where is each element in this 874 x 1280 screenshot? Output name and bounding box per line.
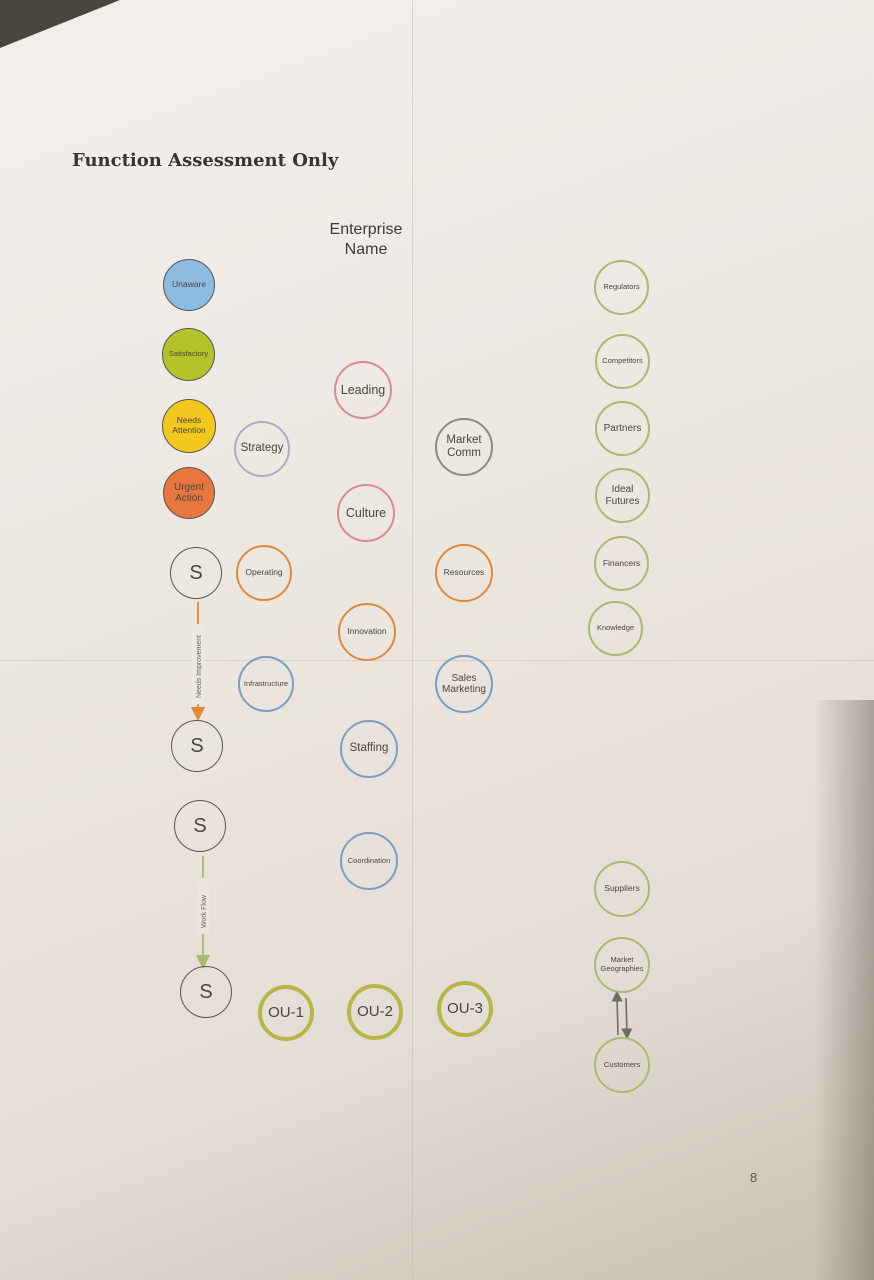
market-to-customers-arrow — [611, 990, 623, 1036]
node-regulators: Regulators — [594, 260, 649, 315]
node-label: Futures — [605, 495, 640, 507]
node-label: Unaware — [171, 279, 207, 290]
work-flow-label: Work Flow — [201, 894, 208, 928]
s-circle: S — [174, 800, 226, 852]
node-label: OU-3 — [447, 1000, 483, 1018]
node-label: Market — [610, 955, 634, 965]
node-ou-3: OU-3 — [437, 981, 493, 1037]
page-corner-shadow — [0, 0, 120, 48]
node-resources: Resources — [435, 544, 493, 602]
node-label: Resources — [443, 567, 485, 578]
node-label: Suppliers — [604, 883, 640, 894]
paper-fold-vertical — [412, 0, 413, 1280]
s-circle: S — [171, 720, 223, 772]
node-culture: Culture — [337, 484, 395, 542]
needs-improvement-label: Needs Improvement — [196, 635, 203, 698]
s-label: S — [190, 734, 204, 757]
enterprise-name-line: Enterprise — [329, 221, 403, 238]
node-label: OU-1 — [268, 1004, 304, 1022]
node-label: Marketing — [442, 684, 486, 695]
node-financers: Financers — [594, 536, 649, 591]
node-label: Coordination — [347, 855, 391, 865]
node-label: Innovation — [347, 626, 387, 637]
node-label: OU-2 — [357, 1003, 393, 1021]
s-circle: S — [180, 966, 232, 1018]
node-label: Customers — [603, 1059, 641, 1069]
node-label: Action — [175, 493, 203, 504]
node-label: Needs — [176, 415, 202, 426]
enterprise-name: Enterprise Name — [320, 220, 412, 260]
page-edge-shadow — [814, 700, 874, 1280]
node-customers: Customers — [594, 1037, 650, 1093]
s-label: S — [199, 980, 213, 1003]
node-label: Sales — [451, 672, 477, 684]
node-label: Geographies — [600, 964, 644, 973]
customers-to-market-arrow — [621, 997, 633, 1040]
paper-fold-horizontal — [0, 660, 874, 661]
page-number: 8 — [750, 1170, 758, 1185]
node-ideal-futures: Ideal Futures — [595, 468, 650, 523]
enterprise-name-line: Name — [344, 241, 388, 258]
node-ou-1: OU-1 — [258, 985, 314, 1041]
node-coordination: Coordination — [340, 832, 398, 890]
s-label: S — [189, 561, 203, 584]
node-label: Staffing — [349, 742, 389, 755]
node-partners: Partners — [595, 401, 650, 456]
node-label: Leading — [340, 382, 386, 397]
page-title: Function Assessment Only — [72, 150, 339, 171]
node-label: Satisfactory — [168, 349, 209, 359]
node-label: Ideal — [611, 484, 634, 495]
node-innovation: Innovation — [338, 603, 396, 661]
node-label: Comm — [447, 447, 481, 459]
node-sales-marketing: Sales Marketing — [435, 655, 493, 713]
node-label: Market — [446, 433, 482, 446]
node-market-geographies: Market Geographies — [594, 937, 650, 993]
legend-unaware: Unaware — [163, 259, 215, 311]
node-strategy: Strategy — [234, 421, 290, 477]
node-label: Knowledge — [596, 623, 635, 633]
node-leading: Leading — [334, 361, 392, 419]
node-label: Strategy — [240, 442, 284, 455]
legend-satisfactory: Satisfactory — [162, 328, 215, 381]
node-competitors: Competitors — [595, 334, 650, 389]
s-circle: S — [170, 547, 222, 599]
node-label: Infrastructure — [243, 678, 289, 688]
node-label: Financers — [602, 557, 641, 568]
node-label: Competitors — [602, 356, 643, 366]
node-label: Attention — [172, 425, 206, 435]
node-label: Culture — [345, 505, 387, 520]
node-label: Partners — [603, 422, 642, 434]
node-infrastructure: Infrastructure — [238, 656, 294, 712]
node-label: Operating — [245, 567, 283, 578]
node-knowledge: Knowledge — [588, 601, 643, 656]
node-staffing: Staffing — [340, 720, 398, 778]
node-operating: Operating — [236, 545, 292, 601]
node-ou-2: OU-2 — [347, 984, 403, 1040]
node-label: Regulators — [603, 282, 640, 292]
node-label: Urgent — [173, 481, 204, 493]
node-suppliers: Suppliers — [594, 861, 650, 917]
s-label: S — [193, 814, 207, 837]
legend-urgent-action: Urgent Action — [163, 467, 215, 519]
legend-needs-attention: Needs Attention — [162, 399, 216, 453]
node-market-comm: Market Comm — [435, 418, 493, 476]
